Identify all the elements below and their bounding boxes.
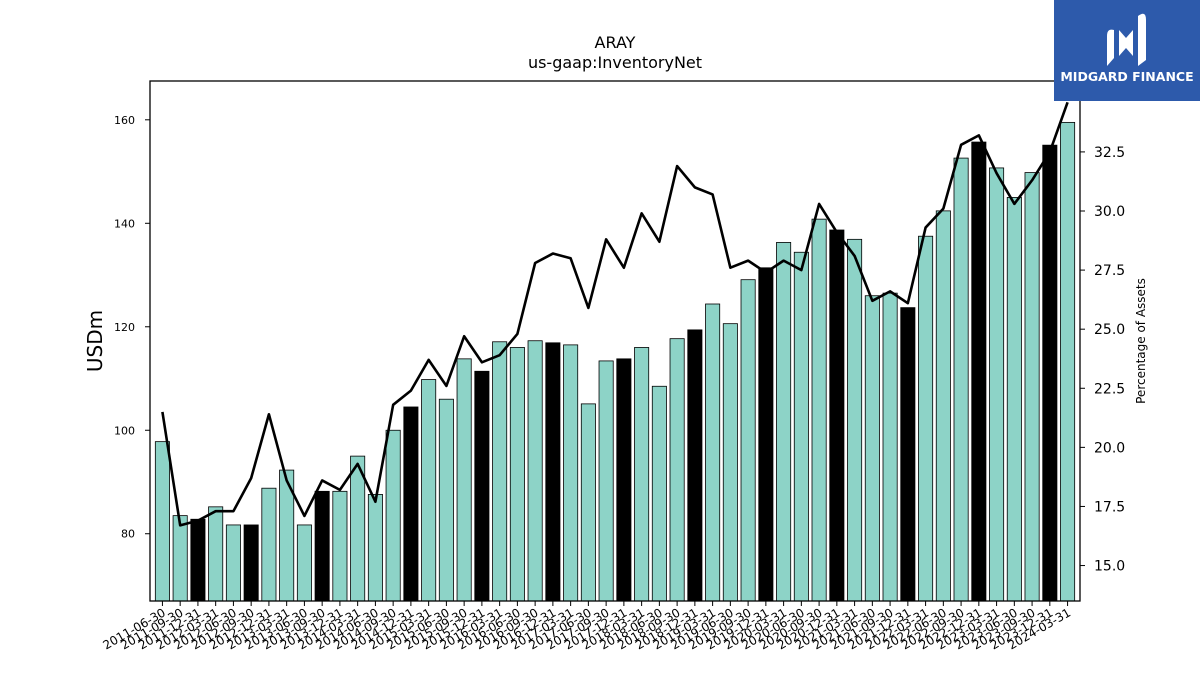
bar (456, 358, 472, 602)
bar (527, 340, 543, 602)
y2-tick-label: 17.5 (1094, 499, 1125, 515)
bar (651, 385, 667, 602)
y-tick-label: 100 (114, 424, 135, 437)
bar (1060, 121, 1076, 602)
y-axis-label: USDm (83, 310, 107, 372)
bar (421, 379, 437, 602)
chart-subtitle: us-gaap:InventoryNet (528, 53, 702, 72)
bar (154, 441, 170, 602)
bar (385, 429, 401, 602)
bar (864, 295, 880, 602)
brand-logo: MIDGARD FINANCE (1054, 0, 1200, 101)
bar (1024, 172, 1040, 602)
bar (438, 398, 454, 602)
logo-mark-icon (1107, 13, 1146, 67)
bar (580, 403, 596, 602)
y-tick-label: 140 (114, 217, 135, 230)
y-tick-label: 80 (121, 528, 135, 541)
bar (971, 141, 987, 602)
y2-tick-label: 32.5 (1094, 145, 1125, 161)
bar (598, 360, 614, 602)
right-axis-ticks: 15.0 17.5 20.0 22.5 25.0 27.5 30.0 32.5 (1080, 145, 1125, 575)
bar (829, 229, 845, 602)
chart-title: ARAY (595, 33, 636, 52)
y2-tick-label: 25.0 (1094, 322, 1125, 338)
bar (758, 267, 774, 602)
bar (811, 218, 827, 602)
bar (1006, 197, 1022, 602)
bar (669, 338, 685, 602)
bar (935, 210, 951, 602)
bar (687, 329, 703, 602)
left-axis-ticks: 80 100 120 140 160 (114, 114, 150, 541)
bar (332, 490, 348, 602)
x-axis-ticks: 2011-06-302011-09-302011-12-312012-03-31… (101, 601, 1073, 652)
plot-frame (149, 80, 1081, 602)
bar (243, 524, 259, 602)
logo-text: MIDGARD FINANCE (1060, 69, 1194, 84)
bar (616, 358, 632, 602)
bar (314, 490, 330, 602)
y2-axis-label: Percentage of Assets (1134, 278, 1148, 404)
bar-series (154, 121, 1076, 602)
bar (918, 235, 934, 602)
bar (545, 342, 561, 602)
bar (190, 518, 206, 602)
bar (634, 347, 650, 602)
bar (367, 494, 383, 602)
y2-tick-label: 20.0 (1094, 440, 1125, 456)
bar (563, 344, 579, 602)
bar (492, 341, 508, 602)
bar (740, 279, 756, 602)
bar (882, 292, 898, 602)
bar (296, 524, 312, 602)
bar (509, 347, 525, 602)
bar (225, 524, 241, 602)
bar (722, 323, 738, 602)
y2-tick-label: 27.5 (1094, 263, 1125, 279)
bar (953, 157, 969, 602)
bar (208, 506, 224, 602)
bar (172, 515, 188, 602)
bar (847, 238, 863, 602)
y-tick-label: 120 (114, 321, 135, 334)
bar (474, 370, 490, 602)
y2-tick-label: 15.0 (1094, 559, 1125, 575)
bar (705, 303, 721, 602)
percentage-line (161, 101, 1069, 527)
bar (261, 487, 277, 602)
bar (1042, 144, 1058, 602)
bar (776, 242, 792, 602)
bar (403, 406, 419, 602)
bar (989, 167, 1005, 602)
y2-tick-label: 30.0 (1094, 204, 1125, 220)
bar (793, 251, 809, 602)
bar (350, 455, 366, 602)
bar (900, 307, 916, 602)
y-tick-label: 160 (114, 114, 135, 127)
y2-tick-label: 22.5 (1094, 381, 1125, 397)
